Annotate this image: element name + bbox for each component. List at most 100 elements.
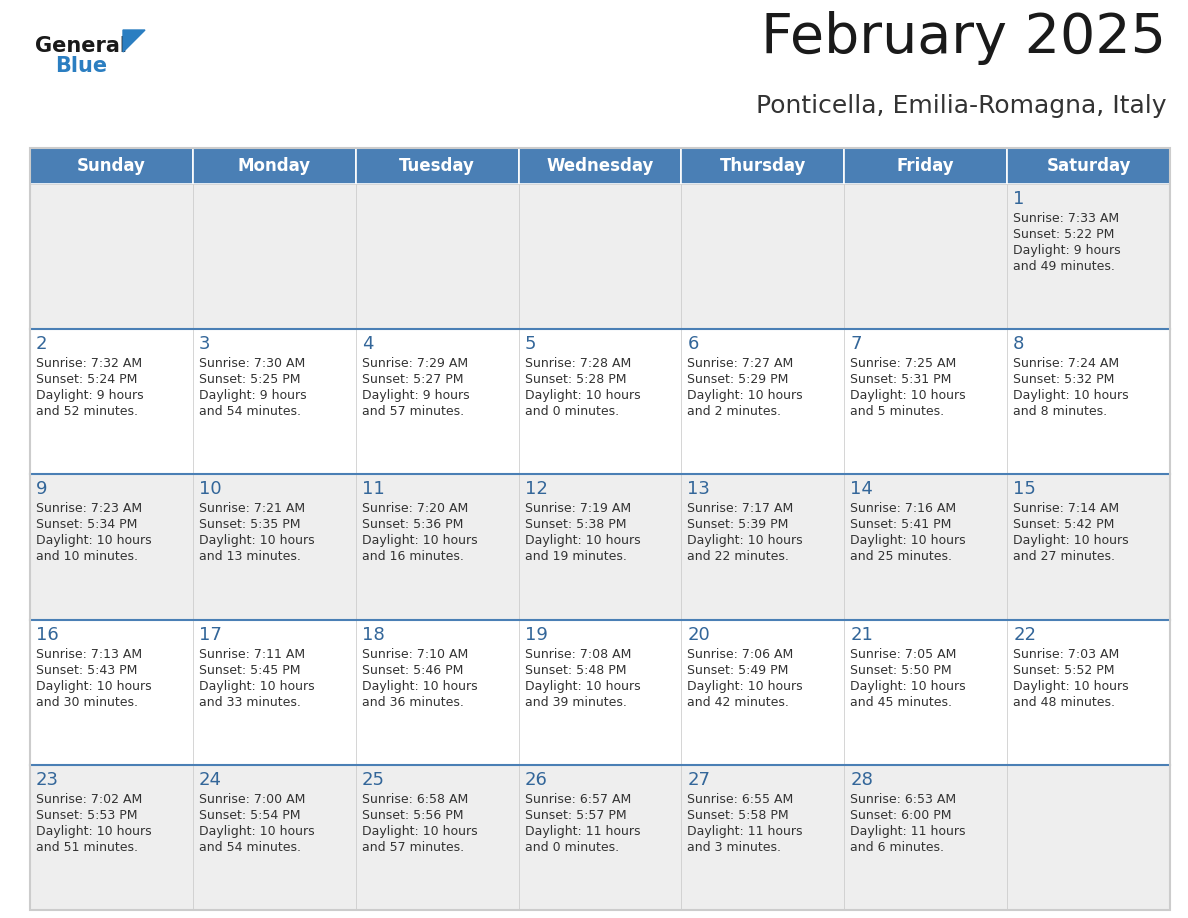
Text: 2: 2 [36,335,48,353]
Text: and 5 minutes.: and 5 minutes. [851,405,944,419]
Text: 7: 7 [851,335,861,353]
Text: Sunrise: 7:20 AM: Sunrise: 7:20 AM [361,502,468,515]
Bar [355,620,519,765]
Text: and 48 minutes.: and 48 minutes. [1013,696,1116,709]
Text: and 36 minutes.: and 36 minutes. [361,696,463,709]
Text: Ponticella, Emilia-Romagna, Italy: Ponticella, Emilia-Romagna, Italy [756,94,1165,118]
Text: and 30 minutes.: and 30 minutes. [36,696,138,709]
Text: and 22 minutes.: and 22 minutes. [688,551,789,564]
Text: and 52 minutes.: and 52 minutes. [36,405,138,419]
Text: 25: 25 [361,771,385,789]
Bar [355,765,519,910]
Text: Monday: Monday [238,157,311,175]
Bar [192,475,355,620]
Bar [30,475,192,620]
Text: Sunset: 5:56 PM: Sunset: 5:56 PM [361,809,463,822]
Bar [519,475,682,620]
Text: Daylight: 10 hours: Daylight: 10 hours [851,534,966,547]
Text: and 51 minutes.: and 51 minutes. [36,841,138,854]
Text: Blue: Blue [55,56,107,76]
Text: Sunrise: 7:05 AM: Sunrise: 7:05 AM [851,647,956,661]
Text: and 45 minutes.: and 45 minutes. [851,696,953,709]
Text: 20: 20 [688,625,710,644]
Text: Sunset: 5:52 PM: Sunset: 5:52 PM [1013,664,1114,677]
Bar [845,765,1007,910]
Bar [30,184,192,330]
Bar [192,620,355,765]
Text: 1: 1 [1013,190,1024,208]
Text: Sunset: 5:36 PM: Sunset: 5:36 PM [361,519,463,532]
Text: General: General [34,36,127,56]
Text: 22: 22 [1013,625,1036,644]
Text: 4: 4 [361,335,373,353]
Text: Tuesday: Tuesday [399,157,475,175]
Text: Daylight: 10 hours: Daylight: 10 hours [361,824,478,838]
Text: Friday: Friday [897,157,954,175]
Text: 16: 16 [36,625,58,644]
Text: 28: 28 [851,771,873,789]
Text: 11: 11 [361,480,385,498]
Text: and 0 minutes.: and 0 minutes. [525,841,619,854]
Text: Sunrise: 7:16 AM: Sunrise: 7:16 AM [851,502,956,515]
Text: Daylight: 10 hours: Daylight: 10 hours [36,679,152,692]
Text: 27: 27 [688,771,710,789]
Text: 17: 17 [198,625,222,644]
Text: Daylight: 10 hours: Daylight: 10 hours [1013,534,1129,547]
Text: Sunset: 5:34 PM: Sunset: 5:34 PM [36,519,138,532]
Text: Sunset: 5:50 PM: Sunset: 5:50 PM [851,664,952,677]
Text: February 2025: February 2025 [762,11,1165,65]
Text: Sunset: 5:57 PM: Sunset: 5:57 PM [525,809,626,822]
Text: Daylight: 10 hours: Daylight: 10 hours [1013,679,1129,692]
Text: and 6 minutes.: and 6 minutes. [851,841,944,854]
Text: Daylight: 9 hours: Daylight: 9 hours [36,389,144,402]
Text: Sunrise: 7:24 AM: Sunrise: 7:24 AM [1013,357,1119,370]
Text: 23: 23 [36,771,59,789]
Bar [845,184,1007,330]
Text: Daylight: 10 hours: Daylight: 10 hours [36,534,152,547]
Text: 15: 15 [1013,480,1036,498]
Text: Sunset: 5:48 PM: Sunset: 5:48 PM [525,664,626,677]
Bar [519,620,682,765]
Bar [192,184,355,330]
Bar [192,330,355,475]
Bar [519,765,682,910]
Bar [1007,765,1170,910]
Bar [682,330,845,475]
Bar [682,475,845,620]
Bar [519,184,682,330]
Text: Sunrise: 7:23 AM: Sunrise: 7:23 AM [36,502,143,515]
Text: Sunday: Sunday [77,157,146,175]
Text: Sunrise: 7:10 AM: Sunrise: 7:10 AM [361,647,468,661]
Bar [682,184,845,330]
Text: and 57 minutes.: and 57 minutes. [361,841,463,854]
Text: Sunrise: 6:55 AM: Sunrise: 6:55 AM [688,793,794,806]
Text: Sunset: 5:27 PM: Sunset: 5:27 PM [361,374,463,386]
Text: and 10 minutes.: and 10 minutes. [36,551,138,564]
Text: Sunrise: 7:33 AM: Sunrise: 7:33 AM [1013,212,1119,225]
Bar [30,620,192,765]
Text: Daylight: 10 hours: Daylight: 10 hours [36,824,152,838]
Bar [1007,148,1170,184]
Bar [519,330,682,475]
Bar [192,148,355,184]
Text: Sunrise: 7:00 AM: Sunrise: 7:00 AM [198,793,305,806]
Text: Daylight: 10 hours: Daylight: 10 hours [851,679,966,692]
Text: Daylight: 9 hours: Daylight: 9 hours [198,389,307,402]
Bar [355,330,519,475]
Text: Sunset: 5:22 PM: Sunset: 5:22 PM [1013,228,1114,241]
Bar [845,475,1007,620]
Text: Sunrise: 7:06 AM: Sunrise: 7:06 AM [688,647,794,661]
Text: Sunrise: 7:14 AM: Sunrise: 7:14 AM [1013,502,1119,515]
Text: Sunrise: 7:02 AM: Sunrise: 7:02 AM [36,793,143,806]
Text: 19: 19 [525,625,548,644]
Text: Sunrise: 7:03 AM: Sunrise: 7:03 AM [1013,647,1119,661]
Text: Daylight: 10 hours: Daylight: 10 hours [361,534,478,547]
Text: and 3 minutes.: and 3 minutes. [688,841,782,854]
Text: Daylight: 10 hours: Daylight: 10 hours [851,389,966,402]
Text: Daylight: 11 hours: Daylight: 11 hours [851,824,966,838]
Text: Daylight: 10 hours: Daylight: 10 hours [198,824,315,838]
Text: and 42 minutes.: and 42 minutes. [688,696,789,709]
Text: Thursday: Thursday [720,157,805,175]
Text: Sunset: 5:58 PM: Sunset: 5:58 PM [688,809,789,822]
Text: Sunset: 5:43 PM: Sunset: 5:43 PM [36,664,138,677]
